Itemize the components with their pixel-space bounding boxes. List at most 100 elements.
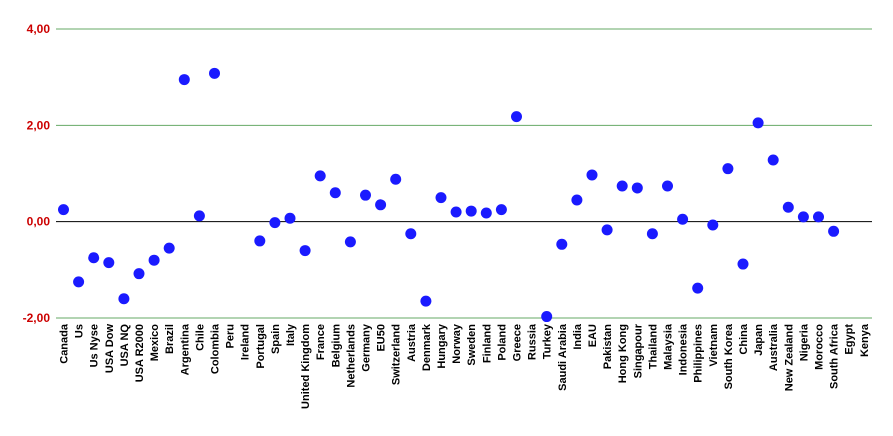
data-point bbox=[118, 293, 130, 305]
x-tick-label: Canada bbox=[59, 323, 71, 364]
data-point bbox=[616, 180, 628, 192]
x-tick-label: Japan bbox=[753, 324, 765, 356]
x-tick-label: South Africa bbox=[829, 323, 841, 389]
x-tick-label: United Kingdom bbox=[300, 324, 312, 409]
x-tick-label: Denmark bbox=[421, 323, 433, 371]
x-tick-label: Kenya bbox=[859, 323, 871, 357]
x-tick-label: Germany bbox=[361, 323, 373, 372]
data-point bbox=[133, 268, 145, 280]
x-tick-label: Pakistan bbox=[602, 324, 614, 370]
x-tick-label: Spain bbox=[270, 324, 282, 354]
data-point bbox=[722, 163, 734, 175]
data-point bbox=[269, 217, 281, 229]
data-point bbox=[662, 180, 673, 192]
data-point bbox=[284, 212, 296, 224]
y-tick-label: -2,00 bbox=[23, 311, 51, 325]
data-point bbox=[707, 219, 719, 231]
data-point bbox=[435, 192, 447, 204]
data-point bbox=[677, 213, 689, 225]
x-tick-label: Us bbox=[74, 324, 86, 338]
data-point bbox=[511, 111, 522, 123]
x-tick-label: Finland bbox=[481, 324, 493, 363]
x-tick-label: Mexico bbox=[149, 324, 161, 362]
data-point bbox=[782, 201, 794, 213]
data-point bbox=[344, 236, 356, 248]
x-tick-label: Austria bbox=[406, 323, 418, 362]
data-point bbox=[828, 225, 840, 237]
data-point bbox=[360, 189, 371, 201]
data-point bbox=[178, 74, 190, 86]
data-point bbox=[450, 206, 462, 218]
y-tick-label: 4,00 bbox=[27, 22, 51, 36]
x-tick-label: Brazil bbox=[164, 324, 176, 354]
data-point bbox=[148, 254, 160, 266]
x-tick-label: Malaysia bbox=[663, 323, 675, 370]
data-point bbox=[163, 242, 175, 254]
x-tick-label: Russia bbox=[527, 323, 539, 360]
x-tick-label: Vietnam bbox=[708, 324, 720, 367]
data-point bbox=[329, 187, 341, 199]
data-point bbox=[541, 311, 553, 323]
x-tick-label: USA R2000 bbox=[134, 324, 146, 382]
x-tick-label: Saudi Arabia bbox=[557, 323, 569, 391]
data-point bbox=[797, 211, 809, 223]
x-tick-label: Netherlands bbox=[345, 324, 357, 388]
data-point bbox=[495, 204, 507, 216]
data-point bbox=[209, 67, 220, 79]
x-tick-label: Hong Kong bbox=[617, 324, 629, 383]
y-tick-label: 0,00 bbox=[27, 215, 51, 229]
data-point bbox=[813, 211, 824, 223]
x-tick-label: Colombia bbox=[210, 323, 222, 374]
x-tick-label: Poland bbox=[496, 324, 508, 361]
x-tick-label: Belgium bbox=[330, 324, 342, 368]
data-point bbox=[390, 173, 402, 185]
data-point bbox=[752, 117, 764, 129]
data-point bbox=[646, 228, 658, 240]
x-tick-label: Thailand bbox=[647, 324, 659, 369]
data-point bbox=[601, 224, 613, 236]
x-tick-label: USA NQ bbox=[119, 324, 131, 367]
x-tick-label: Nigeria bbox=[798, 323, 810, 361]
x-tick-label: Us Nyse bbox=[89, 324, 101, 367]
x-axis-tick-labels: Canada Us Us Nyse USA Dow USA NQ USA R2000 Mex… bbox=[59, 323, 871, 409]
x-tick-label: Indonesia bbox=[678, 323, 690, 375]
x-tick-label: EU50 bbox=[376, 324, 388, 352]
x-tick-label: Philippines bbox=[693, 324, 705, 383]
data-point bbox=[631, 182, 643, 194]
data-point bbox=[692, 282, 704, 294]
data-point bbox=[193, 210, 205, 222]
x-tick-label: India bbox=[572, 323, 584, 350]
x-tick-label: Morocco bbox=[814, 324, 826, 370]
data-point bbox=[420, 295, 432, 307]
x-tick-label: Norway bbox=[451, 323, 463, 364]
x-tick-label: Chile bbox=[194, 324, 206, 351]
x-tick-label: Greece bbox=[512, 324, 524, 361]
data-points bbox=[58, 67, 840, 323]
x-tick-label: Turkey bbox=[542, 323, 554, 359]
data-point bbox=[103, 257, 115, 269]
x-tick-label: South Korea bbox=[723, 323, 735, 389]
y-tick-label: 2,00 bbox=[27, 118, 51, 132]
data-point bbox=[299, 245, 311, 257]
data-point bbox=[571, 194, 583, 206]
x-tick-label: Argentina bbox=[179, 323, 191, 375]
x-tick-label: USA Dow bbox=[104, 324, 116, 374]
x-tick-label: Italy bbox=[285, 323, 297, 346]
data-point bbox=[58, 204, 69, 216]
x-tick-label: EAU bbox=[587, 324, 599, 347]
x-tick-label: Singapour bbox=[632, 323, 644, 378]
data-point bbox=[586, 169, 598, 181]
x-tick-label: Sweden bbox=[466, 324, 478, 366]
x-tick-label: Peru bbox=[225, 324, 237, 348]
x-tick-label: Switzerland bbox=[391, 324, 403, 385]
data-point bbox=[767, 154, 779, 166]
data-point bbox=[88, 252, 100, 264]
x-tick-label: Egypt bbox=[844, 324, 856, 355]
x-tick-label: China bbox=[738, 323, 750, 354]
grid-lines bbox=[56, 28, 872, 319]
data-point bbox=[375, 199, 387, 211]
x-tick-label: Portugal bbox=[255, 324, 267, 369]
data-point bbox=[556, 238, 568, 250]
x-tick-label: Hungary bbox=[436, 323, 448, 369]
